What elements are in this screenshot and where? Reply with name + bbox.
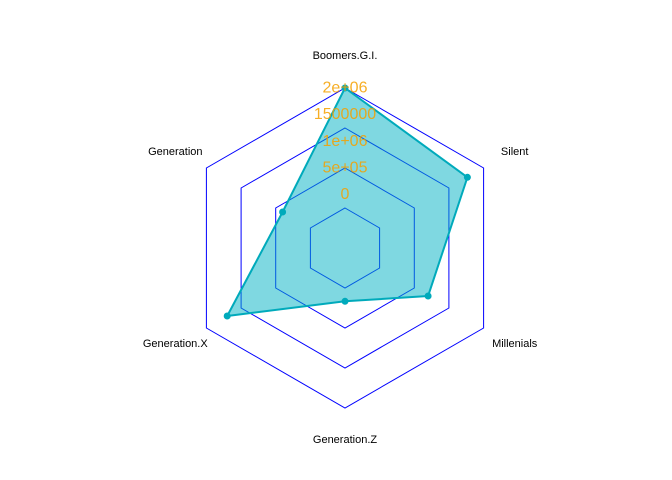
tick-label: 2e+06 bbox=[323, 80, 368, 97]
radar-series-points bbox=[223, 84, 471, 320]
tick-label: 1500000 bbox=[314, 106, 376, 123]
axis-label-silent: Silent bbox=[501, 146, 529, 158]
tick-label: 0 bbox=[341, 186, 350, 203]
data-point-millenials bbox=[424, 292, 432, 300]
tick-label: 1e+06 bbox=[323, 133, 368, 150]
axis-label-millenials: Millenials bbox=[492, 338, 538, 350]
data-point-silent bbox=[463, 173, 471, 181]
data-point-generation-z bbox=[341, 297, 349, 305]
data-point-boomers-g-i bbox=[341, 84, 349, 92]
axis-label-boomers-g-i: Boomers.G.I. bbox=[313, 50, 378, 62]
axis-label-generation: Generation bbox=[148, 146, 202, 158]
radar-tick-labels: 0 5e+05 1e+06 1500000 2e+06 bbox=[314, 80, 376, 204]
data-point-generation bbox=[279, 208, 287, 216]
grid-ring-5 bbox=[205, 87, 485, 409]
axis-label-generation-x: Generation.X bbox=[143, 338, 208, 350]
radar-axis-labels: Boomers.G.I. Silent Millenials Generation.Z… bbox=[143, 50, 538, 446]
data-point-generation-x bbox=[223, 312, 231, 320]
axis-label-generation-z: Generation.Z bbox=[313, 434, 377, 446]
tick-label: 5e+05 bbox=[323, 160, 368, 177]
